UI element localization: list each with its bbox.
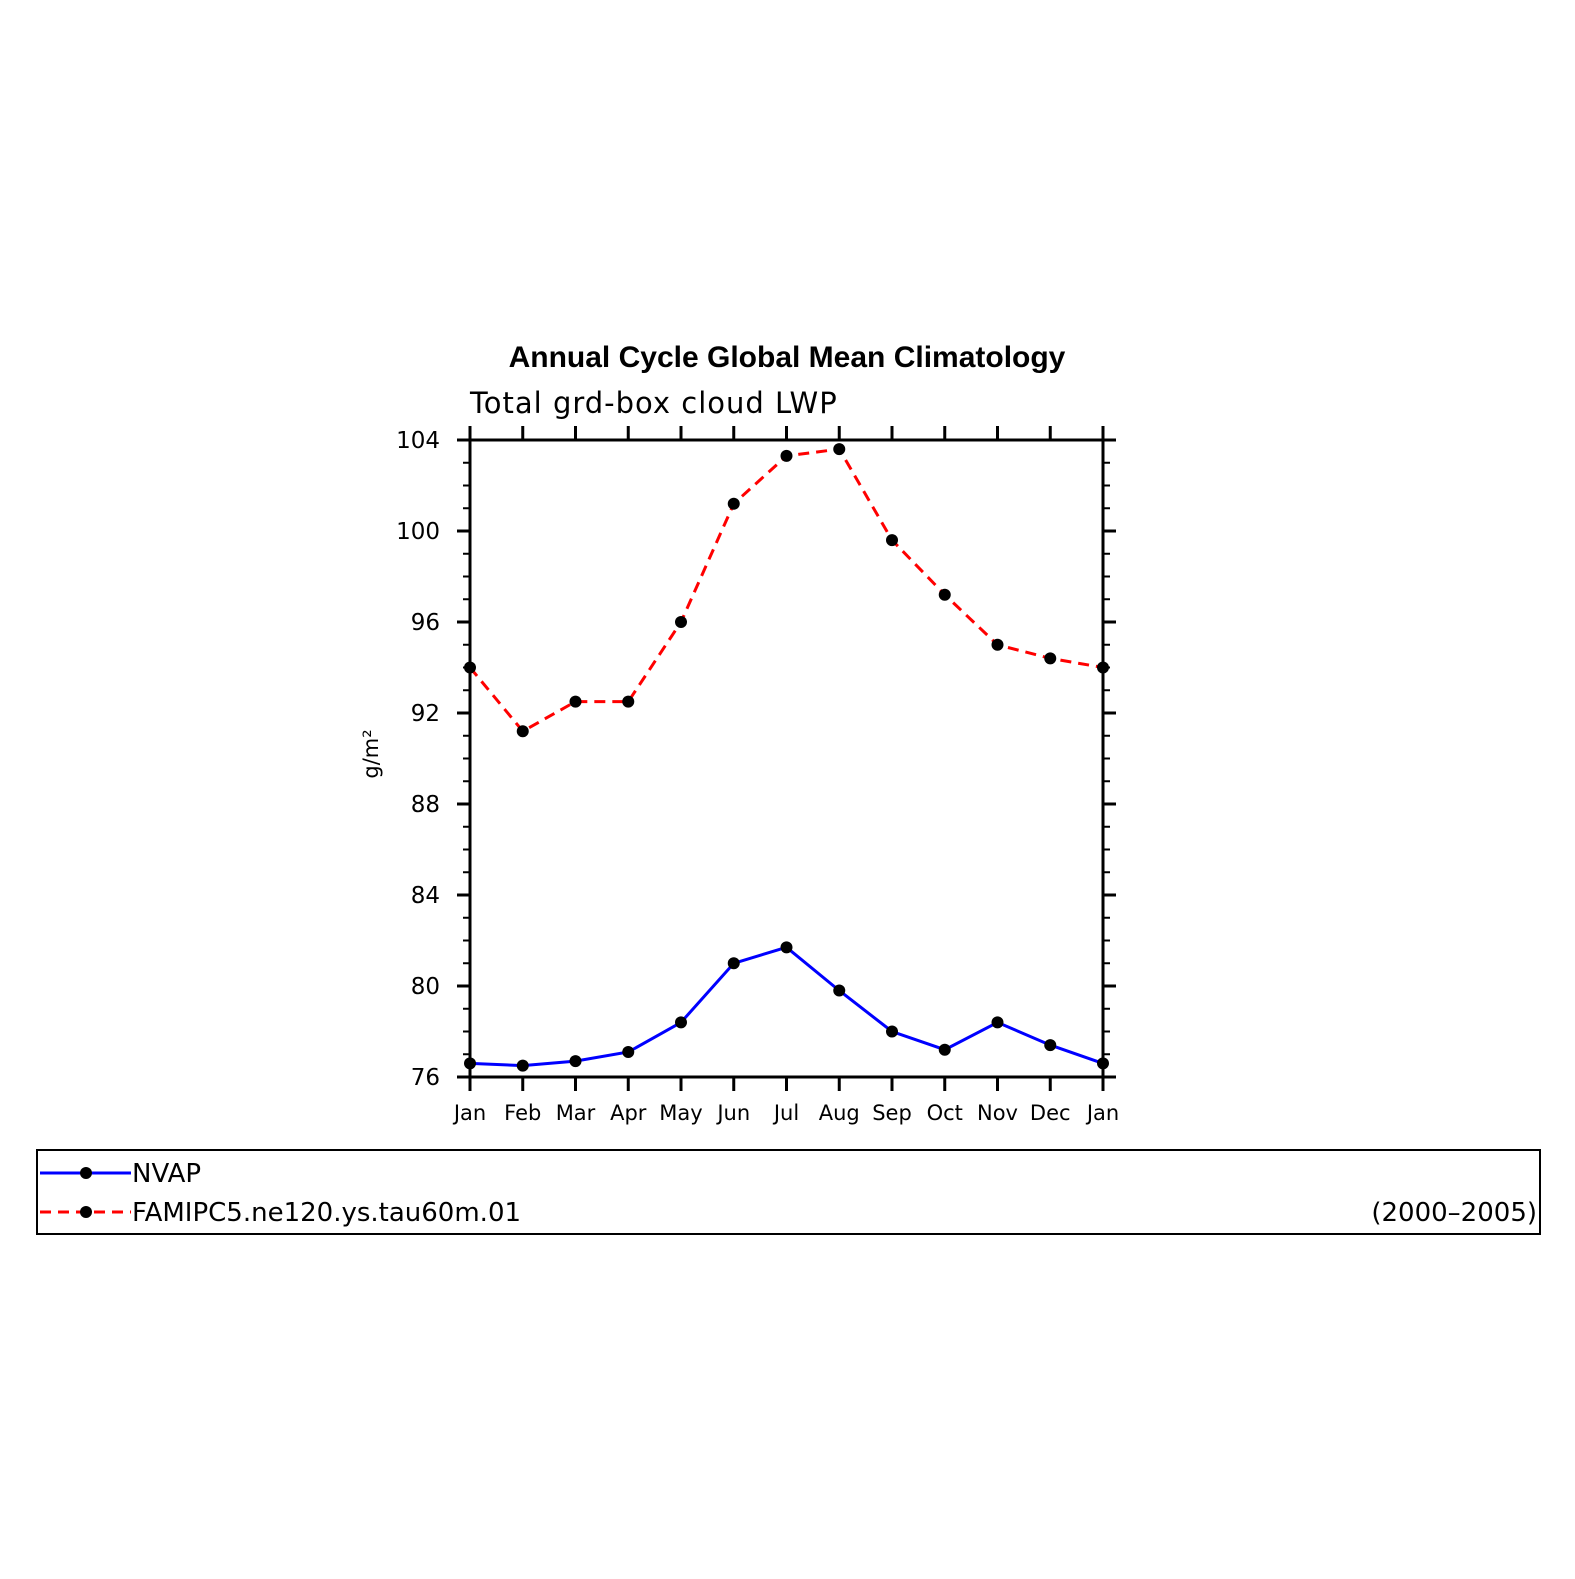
legend-box <box>36 1149 1541 1235</box>
y-tick-label: 104 <box>396 428 440 454</box>
series-0-point <box>727 957 740 970</box>
series-line-0 <box>469 945 1104 1068</box>
x-tick-label: Mar <box>556 1101 596 1125</box>
x-tick-label: Sep <box>872 1101 912 1125</box>
series-1-point <box>833 443 846 456</box>
series-1-point <box>727 497 740 510</box>
x-tick-label: Oct <box>927 1101 963 1125</box>
legend-label-nvap: NVAP <box>132 1159 201 1189</box>
y-tick-label: 76 <box>411 1065 440 1091</box>
series-0-point <box>675 1016 687 1029</box>
series-1-point <box>516 725 529 738</box>
series-1-point <box>622 695 635 708</box>
y-axis-label: g/m² <box>359 729 383 778</box>
series-0-point <box>991 1016 1004 1029</box>
legend-marker-nvap <box>80 1167 92 1179</box>
series-1-point <box>886 534 898 547</box>
series-0-point <box>780 941 793 954</box>
series-1-point <box>780 449 793 462</box>
x-tick-label: Jul <box>772 1101 799 1125</box>
y-tick-label: 80 <box>411 974 440 1000</box>
x-tick-label: Aug <box>819 1101 860 1125</box>
legend-marker-famipc5 <box>80 1206 92 1218</box>
x-tick-label: Dec <box>1030 1101 1071 1125</box>
series-1-point <box>991 638 1004 651</box>
series-1-point <box>675 616 687 628</box>
x-tick-label: Nov <box>977 1101 1018 1125</box>
series-0-point <box>569 1055 582 1068</box>
legend-label-famipc5: FAMIPC5.ne120.ys.tau60m.01 <box>132 1198 521 1228</box>
series-0-point <box>622 1045 635 1058</box>
x-tick-label: Jun <box>715 1101 750 1125</box>
x-tick-label: Apr <box>610 1101 647 1125</box>
y-tick-label: 92 <box>411 701 440 727</box>
plot-frame <box>468 438 1105 1079</box>
axis-ticks: 76 80 84 88 92 96 100 104 Jan Feb Mar Apr May Jun Jul A… <box>396 426 1119 1125</box>
x-tick-label: May <box>659 1101 702 1125</box>
chart-subtitle: Total grd-box cloud LWP <box>469 386 838 420</box>
legend-period-label: (2000–2005) <box>1371 1198 1537 1228</box>
chart-title: Annual Cycle Global Mean Climatology <box>509 341 1066 374</box>
legend: NVAP FAMIPC5.ne120.ys.tau60m.01 (2000–20… <box>36 1149 1541 1235</box>
series-layer <box>464 443 1109 1072</box>
series-0-point <box>938 1043 951 1056</box>
y-tick-label: 84 <box>411 883 440 909</box>
y-tick-label: 100 <box>396 519 440 545</box>
x-tick-label: Jan <box>1085 1101 1119 1125</box>
series-0-point <box>833 984 846 997</box>
series-line-1 <box>468 447 1104 734</box>
y-tick-label: 96 <box>411 610 440 636</box>
x-tick-label: Feb <box>504 1101 541 1125</box>
series-0-point <box>1044 1039 1057 1052</box>
series-1-point <box>938 588 951 601</box>
y-tick-label: 88 <box>411 792 440 818</box>
series-1-point <box>569 695 582 708</box>
series-0-point <box>516 1059 529 1072</box>
x-tick-label: Jan <box>452 1101 486 1125</box>
series-1-point <box>1044 652 1057 665</box>
series-0-point <box>886 1025 898 1038</box>
